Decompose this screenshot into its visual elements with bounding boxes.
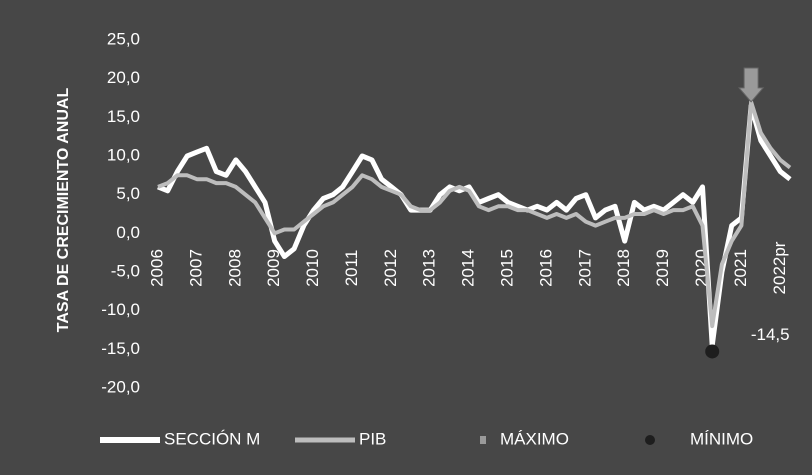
x-tick-label: 2010 [303,249,322,287]
x-tick-label: 2014 [459,249,478,287]
x-tick-label: 2007 [186,249,205,287]
x-tick-label: 2017 [575,249,594,287]
y-tick-label: -5,0 [111,261,140,280]
x-tick-label: 2016 [536,249,555,287]
y-axis-label: TASA DE CRECIMIENTO ANUAL [55,88,72,333]
y-tick-label: -10,0 [101,300,140,319]
legend-label: MÁXIMO [500,429,569,448]
x-tick-label: 2015 [498,249,517,287]
y-tick-label: 20,0 [107,68,140,87]
x-tick-label: 2019 [653,249,672,287]
y-tick-label: 0,0 [116,223,140,242]
min-marker [705,344,720,359]
x-tick-label: 2012 [381,249,400,287]
series-line [157,99,792,329]
y-tick-label: 15,0 [107,107,140,126]
y-tick-label: 10,0 [107,145,140,164]
x-tick-label: 2008 [225,249,244,287]
legend-label: SECCIÓN M [164,429,260,448]
max-marker [738,67,765,103]
x-tick-label: 2013 [420,249,439,287]
y-tick-label: -20,0 [101,377,140,396]
legend-label: PIB [359,429,386,448]
y-tick-label: 25,0 [107,29,140,48]
x-tick-label: 2011 [342,250,361,287]
legend-swatch [645,435,655,445]
x-tick-label: 2018 [614,249,633,287]
y-tick-label: -15,0 [101,339,140,358]
legend-label: MÍNIMO [690,429,753,448]
data-label: -14,5 [751,325,790,344]
legend-swatch [480,436,486,444]
x-tick-label: 2022pr [770,241,789,294]
y-tick-label: 5,0 [116,184,140,203]
x-tick-label: 2009 [264,249,283,287]
x-tick-label: 2021 [731,249,750,287]
x-tick-label: 2006 [147,249,166,287]
series-line [157,103,792,348]
